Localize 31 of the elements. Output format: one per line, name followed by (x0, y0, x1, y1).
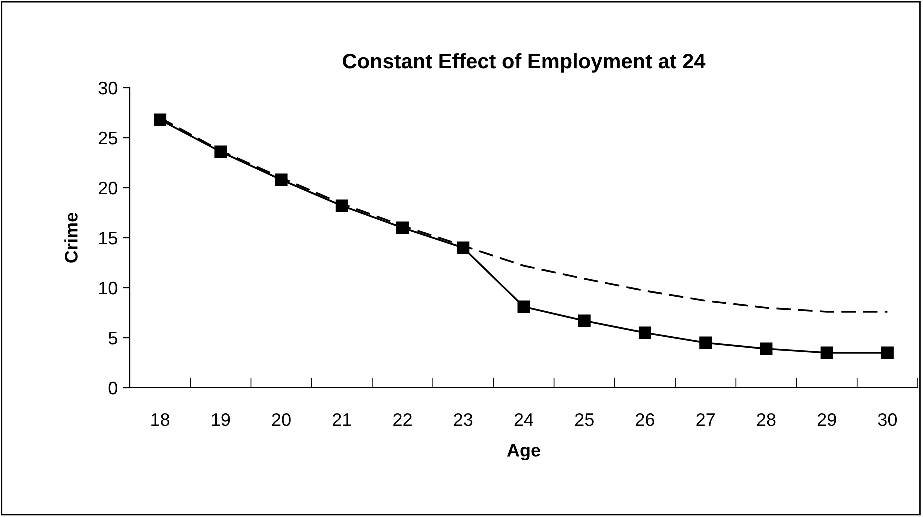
x-axis-title: Age (507, 444, 540, 461)
y-tick-label: 25 (99, 132, 118, 145)
x-tick-label: 23 (454, 413, 473, 426)
y-tick-label: 20 (99, 182, 118, 195)
x-tick-label: 30 (878, 413, 898, 426)
point (700, 336, 712, 350)
x-tick-label: 20 (272, 413, 291, 426)
x-tick-label: 21 (333, 413, 352, 426)
x-tick-label: 19 (212, 413, 230, 426)
point (578, 314, 591, 328)
x-tick-label: 22 (394, 413, 412, 426)
x-tick-label: 24 (514, 413, 534, 426)
y-tick-label: 5 (108, 332, 118, 345)
x-tick-label: 29 (818, 413, 836, 426)
y-tick-label: 10 (99, 282, 118, 295)
point (760, 342, 773, 356)
y-tick-label: 30 (98, 82, 118, 95)
y-tick-label: 15 (99, 232, 118, 245)
y-tick-label: 0 (108, 382, 118, 395)
x-tick-label: 18 (152, 413, 170, 426)
x-tick-label: 27 (696, 413, 715, 426)
point (638, 326, 652, 340)
chart-title: Constant Effect of Employment at 24 (343, 53, 706, 73)
x-tick-label: 28 (757, 413, 776, 426)
x-tick-label: 25 (575, 413, 594, 426)
point (518, 300, 530, 314)
point (820, 346, 834, 360)
y-axis-title: Crime (64, 213, 78, 263)
point (881, 346, 894, 360)
x-tick-label: 26 (636, 413, 654, 426)
point (154, 114, 167, 126)
